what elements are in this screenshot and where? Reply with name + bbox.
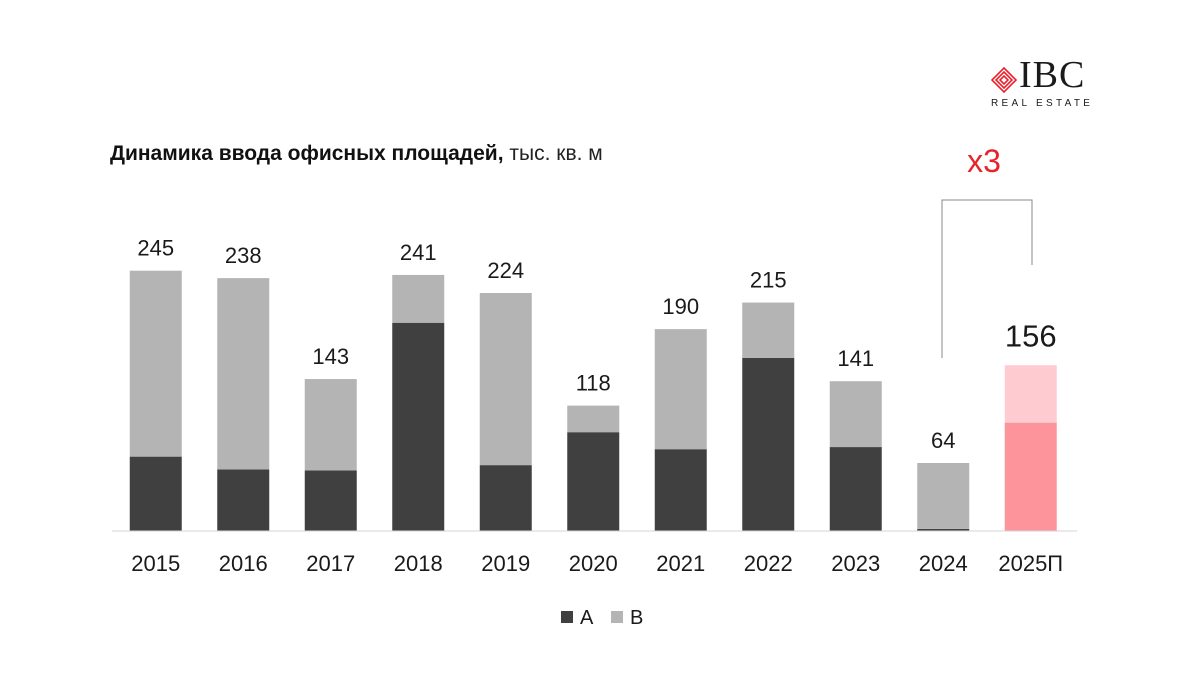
bar-b-2017 — [304, 379, 357, 471]
legend-label-b: B — [630, 607, 643, 629]
x-tick-label-2019: 2019 — [481, 551, 530, 576]
logo-text: IBC — [1019, 54, 1086, 96]
bar-b-2022 — [742, 302, 795, 358]
legend-label-a: A — [580, 607, 594, 629]
x-tick-label-2015: 2015 — [131, 551, 180, 576]
bar-a-2025П — [1004, 422, 1057, 531]
bar-a-2021 — [654, 449, 707, 531]
growth-annotation: x3 — [941, 143, 1033, 358]
bar-a-2023 — [829, 447, 882, 531]
total-label-2016: 238 — [225, 243, 262, 268]
bar-a-2020 — [567, 432, 620, 531]
bar-a-2015 — [129, 456, 182, 531]
bar-b-2016 — [217, 278, 270, 470]
bar-b-2019 — [479, 293, 532, 466]
legend-swatch-a — [561, 611, 573, 623]
bar-a-2019 — [479, 465, 532, 531]
bar-a-2016 — [217, 469, 270, 531]
x-tick-label-2022: 2022 — [744, 551, 793, 576]
total-label-2020: 118 — [576, 371, 611, 396]
annotation-label: x3 — [967, 143, 1001, 179]
bar-b-2018 — [392, 274, 445, 323]
x-tick-label-2024: 2024 — [919, 551, 968, 576]
total-label-2025П: 156 — [1005, 318, 1057, 353]
x-tick-label-2018: 2018 — [394, 551, 443, 576]
bar-a-2024 — [917, 528, 970, 531]
bar-a-2018 — [392, 322, 445, 531]
chart-title-main: Динамика ввода офисных площадей, — [110, 142, 504, 165]
chart-title-unit: тыс. кв. м — [509, 142, 603, 165]
bar-a-2022 — [742, 357, 795, 531]
x-tick-label-2016: 2016 — [219, 551, 268, 576]
bar-b-2024 — [917, 463, 970, 529]
bar-a-2017 — [304, 470, 357, 531]
total-label-2024: 64 — [931, 428, 955, 453]
legend-swatch-b — [611, 611, 623, 623]
total-label-2015: 245 — [137, 236, 174, 261]
annotation-bracket — [941, 199, 1033, 358]
total-label-2017: 143 — [312, 344, 349, 369]
total-label-2019: 224 — [487, 258, 524, 283]
total-label-2018: 241 — [400, 240, 437, 265]
x-tick-label-2017: 2017 — [306, 551, 355, 576]
x-tick-label-2021: 2021 — [656, 551, 705, 576]
bar-b-2015 — [129, 270, 182, 457]
bar-b-2021 — [654, 329, 707, 450]
bar-b-2020 — [567, 405, 620, 433]
x-tick-label-2023: 2023 — [831, 551, 880, 576]
x-tick-label-2025П: 2025П — [998, 551, 1063, 576]
bar-b-2023 — [829, 381, 882, 448]
chart-title: Динамика ввода офисных площадей, тыс. кв… — [110, 142, 603, 166]
bars-group: 245 2015 238 2016 143 2017 241 2018 224 2019 118 20… — [129, 236, 1063, 576]
ibc-logo-mark — [990, 66, 1018, 94]
x-tick-label-2020: 2020 — [569, 551, 618, 576]
total-label-2021: 190 — [662, 294, 699, 319]
logo-subtitle: REAL ESTATE — [991, 98, 1094, 109]
total-label-2023: 141 — [837, 346, 874, 371]
bar-b-2025П — [1004, 365, 1057, 423]
total-label-2022: 215 — [750, 268, 787, 293]
